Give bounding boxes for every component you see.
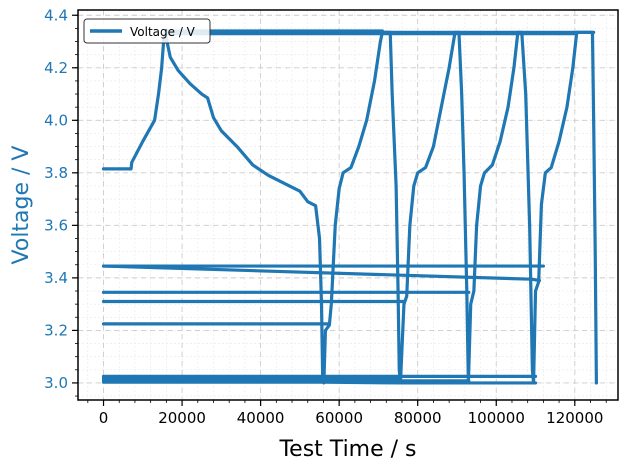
legend-label: Voltage / V	[130, 25, 196, 39]
voltage-segment	[321, 380, 404, 385]
y-tick-label: 3.8	[44, 164, 68, 182]
series-layer	[101, 29, 599, 385]
y-tick-label: 3.2	[44, 321, 68, 339]
plot-frame	[77, 9, 619, 401]
x-tick-label: 0	[99, 409, 109, 427]
y-tick-label: 4.0	[44, 111, 68, 129]
y-tick-label: 3.6	[44, 216, 68, 234]
legend-box	[83, 18, 211, 44]
y-tick-label: 4.2	[44, 59, 68, 77]
legend: Voltage / V	[83, 18, 211, 44]
plot-background	[78, 10, 618, 400]
y-tick-label: 4.4	[44, 6, 68, 24]
x-tick-label: 120000	[546, 409, 603, 427]
y-axis-ticks: 3.0 3.2 3.4 3.6 3.8 4.0 4.2 4.4	[44, 6, 78, 397]
voltage-series-line	[101, 30, 599, 385]
x-tick-label: 40000	[237, 409, 285, 427]
x-tick-label: 60000	[315, 409, 363, 427]
y-tick-label: 3.4	[44, 269, 68, 287]
x-axis-title: Test Time / s	[278, 437, 416, 462]
x-tick-label: 20000	[158, 409, 206, 427]
x-axis-ticks: 0 20000 40000 60000 80000 100000 120000	[87, 400, 607, 427]
x-tick-label: 80000	[394, 409, 442, 427]
x-tick-label: 100000	[468, 409, 525, 427]
y-tick-label: 3.0	[44, 374, 68, 392]
y-axis-title: Voltage / V	[9, 146, 34, 265]
